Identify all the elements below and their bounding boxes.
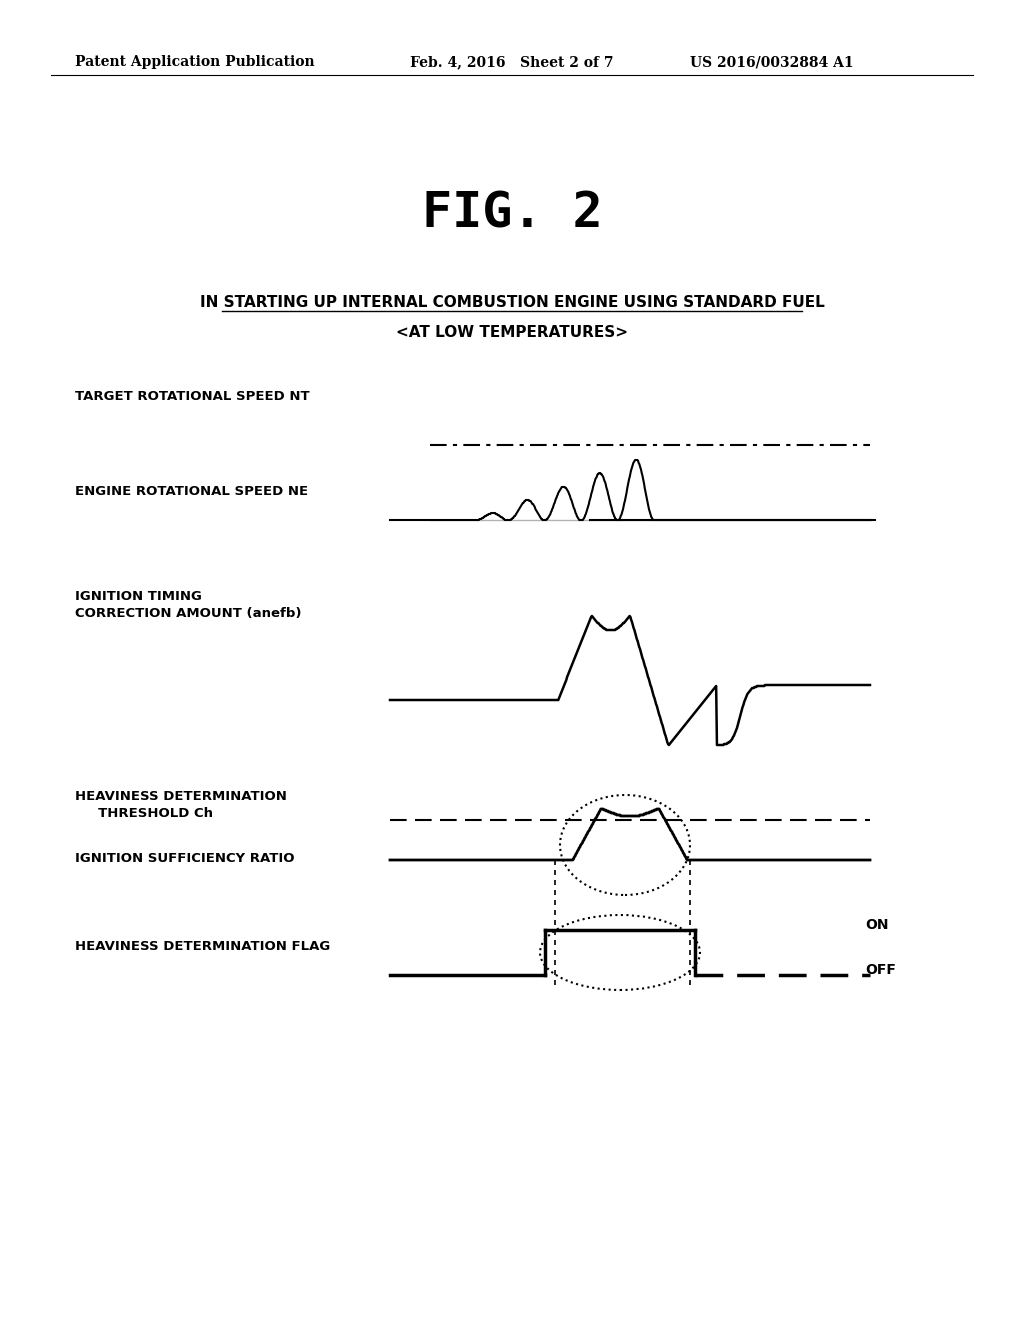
Text: TARGET ROTATIONAL SPEED NT: TARGET ROTATIONAL SPEED NT bbox=[75, 389, 309, 403]
Text: Patent Application Publication: Patent Application Publication bbox=[75, 55, 314, 69]
Text: HEAVINESS DETERMINATION FLAG: HEAVINESS DETERMINATION FLAG bbox=[75, 940, 331, 953]
Text: ENGINE ROTATIONAL SPEED NE: ENGINE ROTATIONAL SPEED NE bbox=[75, 484, 308, 498]
Text: IGNITION SUFFICIENCY RATIO: IGNITION SUFFICIENCY RATIO bbox=[75, 851, 295, 865]
Text: ON: ON bbox=[865, 917, 889, 932]
Text: FIG. 2: FIG. 2 bbox=[422, 190, 602, 238]
Text: OFF: OFF bbox=[865, 964, 896, 977]
Text: Feb. 4, 2016   Sheet 2 of 7: Feb. 4, 2016 Sheet 2 of 7 bbox=[410, 55, 613, 69]
Text: IGNITION TIMING
CORRECTION AMOUNT (anefb): IGNITION TIMING CORRECTION AMOUNT (anefb… bbox=[75, 590, 301, 620]
Text: IN STARTING UP INTERNAL COMBUSTION ENGINE USING STANDARD FUEL: IN STARTING UP INTERNAL COMBUSTION ENGIN… bbox=[200, 294, 824, 310]
Text: HEAVINESS DETERMINATION
     THRESHOLD Ch: HEAVINESS DETERMINATION THRESHOLD Ch bbox=[75, 789, 287, 820]
Text: US 2016/0032884 A1: US 2016/0032884 A1 bbox=[690, 55, 854, 69]
Text: <AT LOW TEMPERATURES>: <AT LOW TEMPERATURES> bbox=[396, 325, 628, 341]
